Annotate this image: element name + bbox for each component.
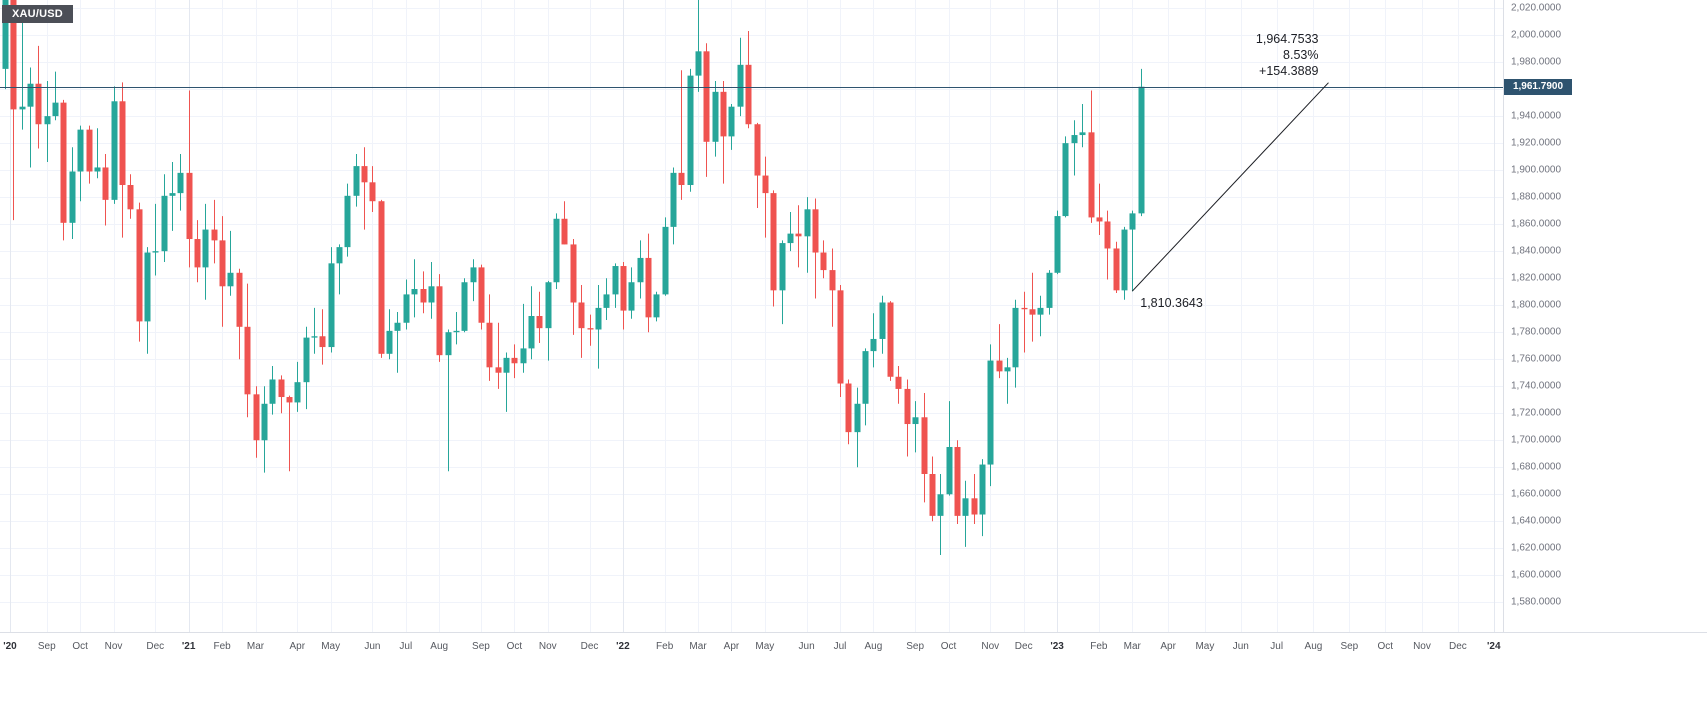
price-tick-label: 1,760.0000 bbox=[1511, 353, 1562, 365]
price-tick-label: 1,940.0000 bbox=[1511, 110, 1562, 122]
price-tick-label: 1,600.0000 bbox=[1511, 569, 1562, 581]
price-tick-label: 1,800.0000 bbox=[1511, 299, 1562, 311]
trendline-start-label: 1,810.3643 bbox=[1140, 296, 1203, 311]
time-tick-label: Mar bbox=[1123, 641, 1141, 652]
last-price-badge: 1,961.7900 bbox=[1504, 78, 1572, 95]
time-tick-label: May bbox=[321, 641, 341, 652]
time-tick-label: Sep bbox=[1340, 641, 1359, 652]
time-tick-label: '24 bbox=[1487, 641, 1501, 652]
price-tick-label: 1,680.0000 bbox=[1511, 461, 1562, 473]
price-tick-label: 1,700.0000 bbox=[1511, 434, 1562, 446]
time-axis[interactable]: '20 Sep Oct Nov Dec '21 Feb Mar Apr May Jun Jul Aug S… bbox=[0, 632, 1707, 662]
price-tick-label: 2,000.0000 bbox=[1511, 29, 1562, 41]
price-tick-label: 1,620.0000 bbox=[1511, 542, 1562, 554]
time-tick-label: Sep bbox=[472, 641, 490, 652]
time-tick-label: Feb bbox=[656, 641, 674, 652]
time-tick-label: Oct bbox=[506, 641, 523, 652]
time-tick-label: Nov bbox=[981, 641, 1000, 652]
time-tick-label: Oct bbox=[940, 641, 957, 652]
time-tick-label: Dec bbox=[1448, 641, 1467, 652]
time-tick-label: Nov bbox=[1413, 641, 1431, 652]
price-tick-label: 1,740.0000 bbox=[1511, 380, 1562, 392]
time-tick-label: '23 bbox=[1050, 641, 1064, 652]
price-tick-label: 1,980.0000 bbox=[1511, 56, 1562, 68]
price-tick-label: 2,020.0000 bbox=[1511, 2, 1562, 14]
time-tick-label: Feb bbox=[1090, 641, 1108, 652]
price-tick-label: 1,880.0000 bbox=[1511, 191, 1562, 203]
time-tick-label: '20 bbox=[3, 641, 17, 652]
time-tick-label: '22 bbox=[616, 641, 630, 652]
time-tick-label: Nov bbox=[104, 641, 123, 652]
time-tick-label: Apr bbox=[1160, 641, 1176, 652]
time-tick-label: Apr bbox=[723, 641, 740, 652]
measure-price-label: 1,964.7533 bbox=[1255, 31, 1319, 46]
measure-annotation[interactable]: 1,964.7533 8.53% +154.3889 bbox=[1256, 31, 1319, 79]
time-tick-label: Jun bbox=[364, 641, 381, 652]
time-tick-label: Aug bbox=[864, 641, 883, 652]
measure-percent-label: 8.53% bbox=[1283, 47, 1319, 62]
price-tick-label: 1,840.0000 bbox=[1511, 245, 1562, 257]
price-pane[interactable]: XAU/USD 1,964.7533 8.53% +154.3889 1,810… bbox=[0, 0, 1503, 632]
time-tick-label: Dec bbox=[580, 641, 599, 652]
time-tick-label: Nov bbox=[538, 641, 557, 652]
price-tick-label: 1,640.0000 bbox=[1511, 515, 1562, 527]
price-tick-label: 1,720.0000 bbox=[1511, 407, 1562, 419]
price-tick-label: 1,580.0000 bbox=[1511, 596, 1562, 608]
time-tick-label: Aug bbox=[430, 641, 449, 652]
price-tick-label: 1,920.0000 bbox=[1511, 137, 1562, 149]
time-tick-label: Sep bbox=[37, 641, 56, 652]
time-tick-label: Sep bbox=[906, 641, 925, 652]
time-tick-label: Mar bbox=[689, 641, 707, 652]
time-tick-label: May bbox=[1195, 641, 1215, 652]
time-tick-label: Oct bbox=[1377, 641, 1394, 652]
time-tick-label: Feb bbox=[213, 641, 231, 652]
time-tick-label: Dec bbox=[146, 641, 165, 652]
time-tick-label: Apr bbox=[289, 641, 306, 652]
price-tick-label: 1,860.0000 bbox=[1511, 218, 1562, 230]
price-tick-label: 1,780.0000 bbox=[1511, 326, 1562, 338]
time-tick-label: Jul bbox=[1270, 641, 1284, 652]
time-tick-label: May bbox=[755, 641, 775, 652]
time-tick-label: Oct bbox=[72, 641, 88, 652]
time-tick-label: Jun bbox=[1232, 641, 1249, 652]
time-tick-label: Jul bbox=[399, 641, 413, 652]
candlestick-chart bbox=[0, 0, 1503, 632]
price-tick-label: 1,900.0000 bbox=[1511, 164, 1562, 176]
time-tick-label: Jul bbox=[833, 641, 847, 652]
measure-change-label: +154.3889 bbox=[1259, 63, 1319, 78]
time-tick-label: Aug bbox=[1304, 641, 1323, 652]
price-tick-label: 1,820.0000 bbox=[1511, 272, 1562, 284]
price-tick-label: 1,660.0000 bbox=[1511, 488, 1562, 500]
time-tick-label: '21 bbox=[181, 641, 196, 652]
time-tick-label: Dec bbox=[1014, 641, 1033, 652]
time-tick-label: Mar bbox=[246, 641, 265, 652]
time-tick-label: Jun bbox=[798, 641, 815, 652]
symbol-badge[interactable]: XAU/USD bbox=[2, 5, 73, 23]
price-axis[interactable]: 1,961.7900 2,020.0000 2,000.0000 1,980.000… bbox=[1503, 0, 1707, 632]
